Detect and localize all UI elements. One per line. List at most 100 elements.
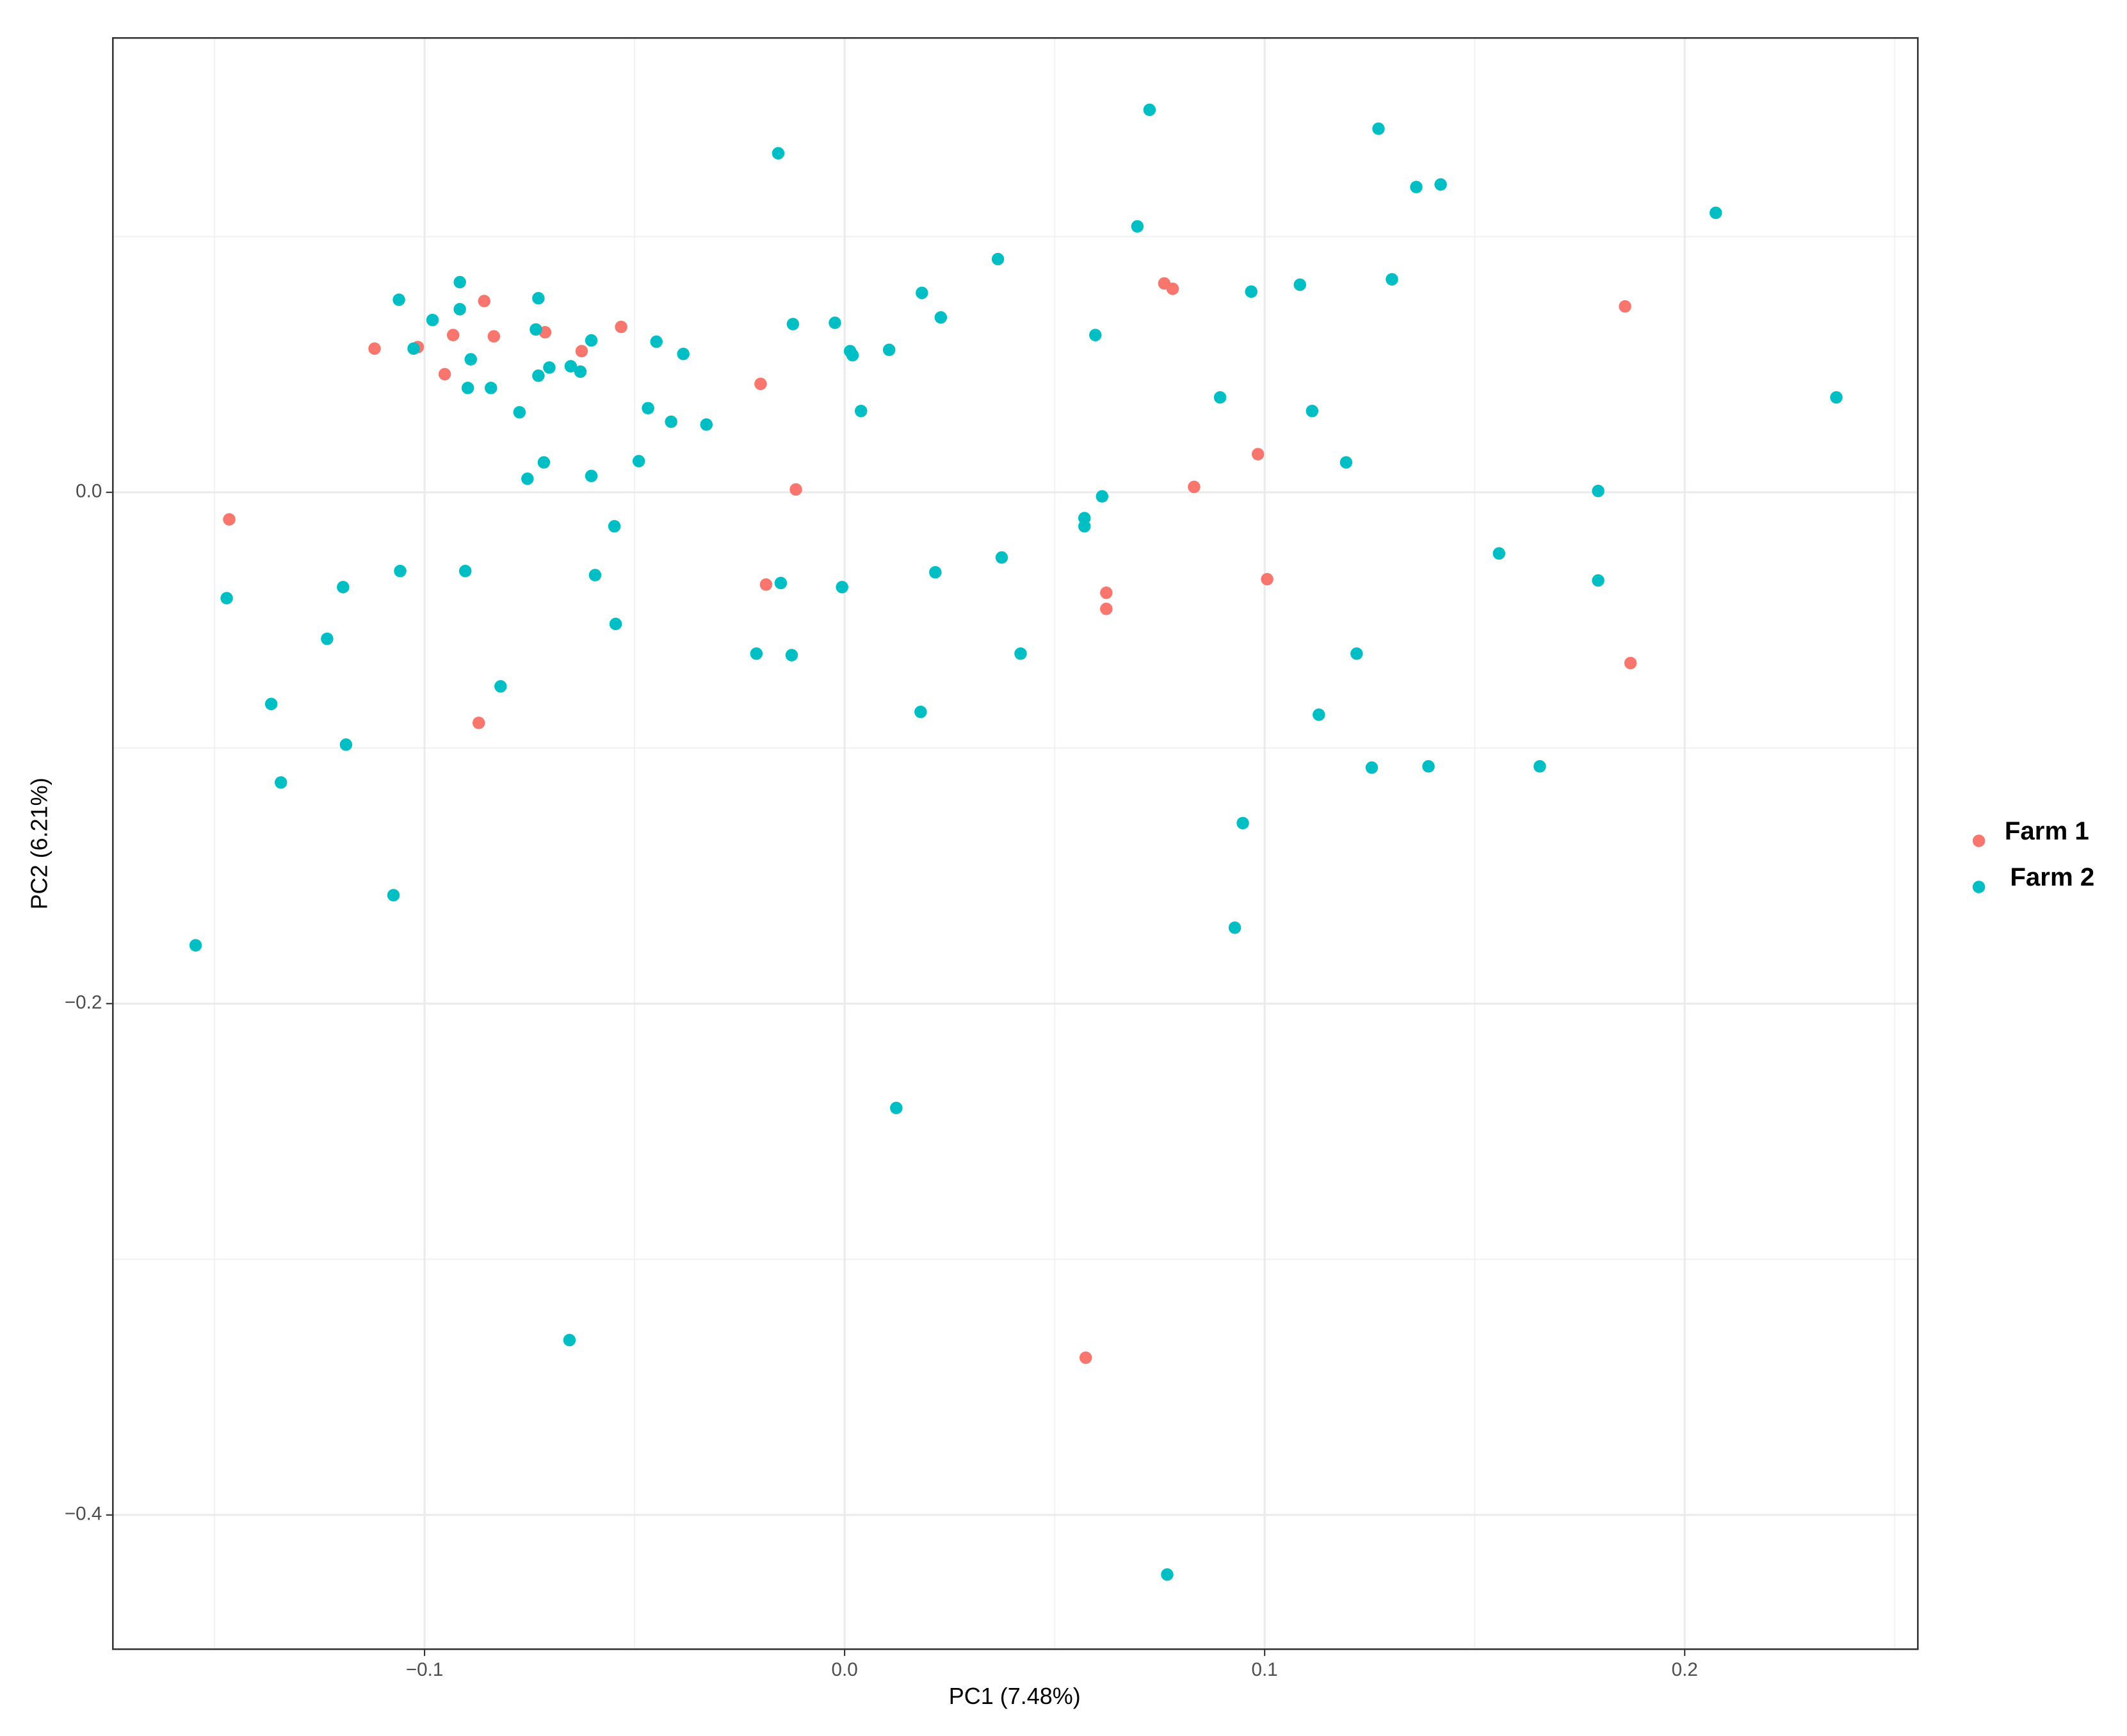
point <box>521 472 534 485</box>
point <box>588 569 602 581</box>
point <box>754 377 767 391</box>
point <box>1533 760 1546 773</box>
point <box>1422 760 1435 773</box>
y-tick-label: −0.2 <box>65 992 102 1013</box>
point <box>585 469 598 482</box>
point <box>438 368 451 381</box>
point <box>472 717 485 729</box>
legend-marker <box>1972 834 1985 847</box>
point <box>530 323 542 336</box>
point <box>394 565 407 578</box>
panel-border <box>112 37 1919 1650</box>
point <box>1313 708 1325 721</box>
point <box>458 565 472 578</box>
point <box>487 330 501 343</box>
point <box>1350 647 1363 660</box>
point <box>609 617 622 631</box>
point <box>1710 206 1722 220</box>
point <box>929 566 942 579</box>
point <box>991 252 1005 266</box>
point <box>1386 273 1398 286</box>
point <box>1245 285 1258 298</box>
point <box>337 581 350 594</box>
point <box>677 348 690 361</box>
point <box>1492 547 1505 560</box>
point <box>1079 1351 1092 1365</box>
point <box>387 889 400 902</box>
point <box>575 345 588 358</box>
point <box>1131 220 1144 233</box>
point <box>1365 761 1379 774</box>
point <box>890 1101 903 1114</box>
y-tick-label: −0.4 <box>65 1504 102 1525</box>
point <box>1410 181 1423 193</box>
point <box>1078 520 1091 533</box>
y-tick-label: 0.0 <box>76 481 102 502</box>
point <box>339 738 353 751</box>
point <box>1339 456 1353 469</box>
point <box>774 576 788 590</box>
point <box>1372 122 1385 135</box>
point <box>321 632 334 645</box>
point <box>1228 921 1241 934</box>
point <box>392 293 405 306</box>
point <box>563 1334 576 1347</box>
point <box>220 592 233 604</box>
point <box>461 382 474 394</box>
point <box>750 647 763 660</box>
x-tick-label: 0.1 <box>1252 1659 1278 1680</box>
point <box>274 776 287 789</box>
point <box>368 342 381 355</box>
point <box>1434 178 1447 191</box>
point <box>789 483 802 496</box>
point <box>446 329 460 341</box>
legend-label: Farm 1 <box>2005 816 2089 845</box>
point <box>1592 574 1605 587</box>
point <box>632 455 645 467</box>
point <box>914 706 927 718</box>
legend-label: Farm 2 <box>2010 863 2094 891</box>
point <box>1143 103 1156 117</box>
point <box>1251 448 1265 461</box>
point <box>1592 485 1605 498</box>
x-tick-label: 0.0 <box>832 1659 858 1680</box>
point <box>494 680 507 693</box>
point <box>642 402 654 415</box>
point <box>484 382 497 394</box>
point <box>836 581 848 594</box>
point <box>189 939 202 952</box>
point <box>608 520 621 533</box>
y-axis-title: PC2 (6.21%) <box>26 777 53 909</box>
point <box>854 405 868 418</box>
point <box>1100 586 1113 599</box>
point <box>574 365 587 378</box>
point <box>1261 572 1274 586</box>
x-axis-title: PC1 (7.48%) <box>949 1683 1081 1709</box>
point <box>1293 278 1307 291</box>
point <box>772 147 785 160</box>
point <box>785 649 798 661</box>
point <box>1161 1568 1174 1581</box>
point <box>1100 603 1113 615</box>
point <box>513 406 526 419</box>
point <box>464 353 477 366</box>
point <box>829 316 841 329</box>
point <box>453 303 466 316</box>
point <box>882 343 896 357</box>
point <box>407 342 420 355</box>
point <box>1830 391 1843 404</box>
point <box>846 349 859 362</box>
point <box>453 275 466 289</box>
point <box>1188 480 1201 494</box>
point <box>615 320 627 334</box>
point <box>759 578 773 591</box>
point <box>1089 329 1102 341</box>
point <box>786 318 800 330</box>
point <box>934 311 948 324</box>
point <box>995 551 1008 564</box>
point <box>650 335 663 348</box>
point <box>478 295 490 307</box>
point <box>585 334 598 347</box>
